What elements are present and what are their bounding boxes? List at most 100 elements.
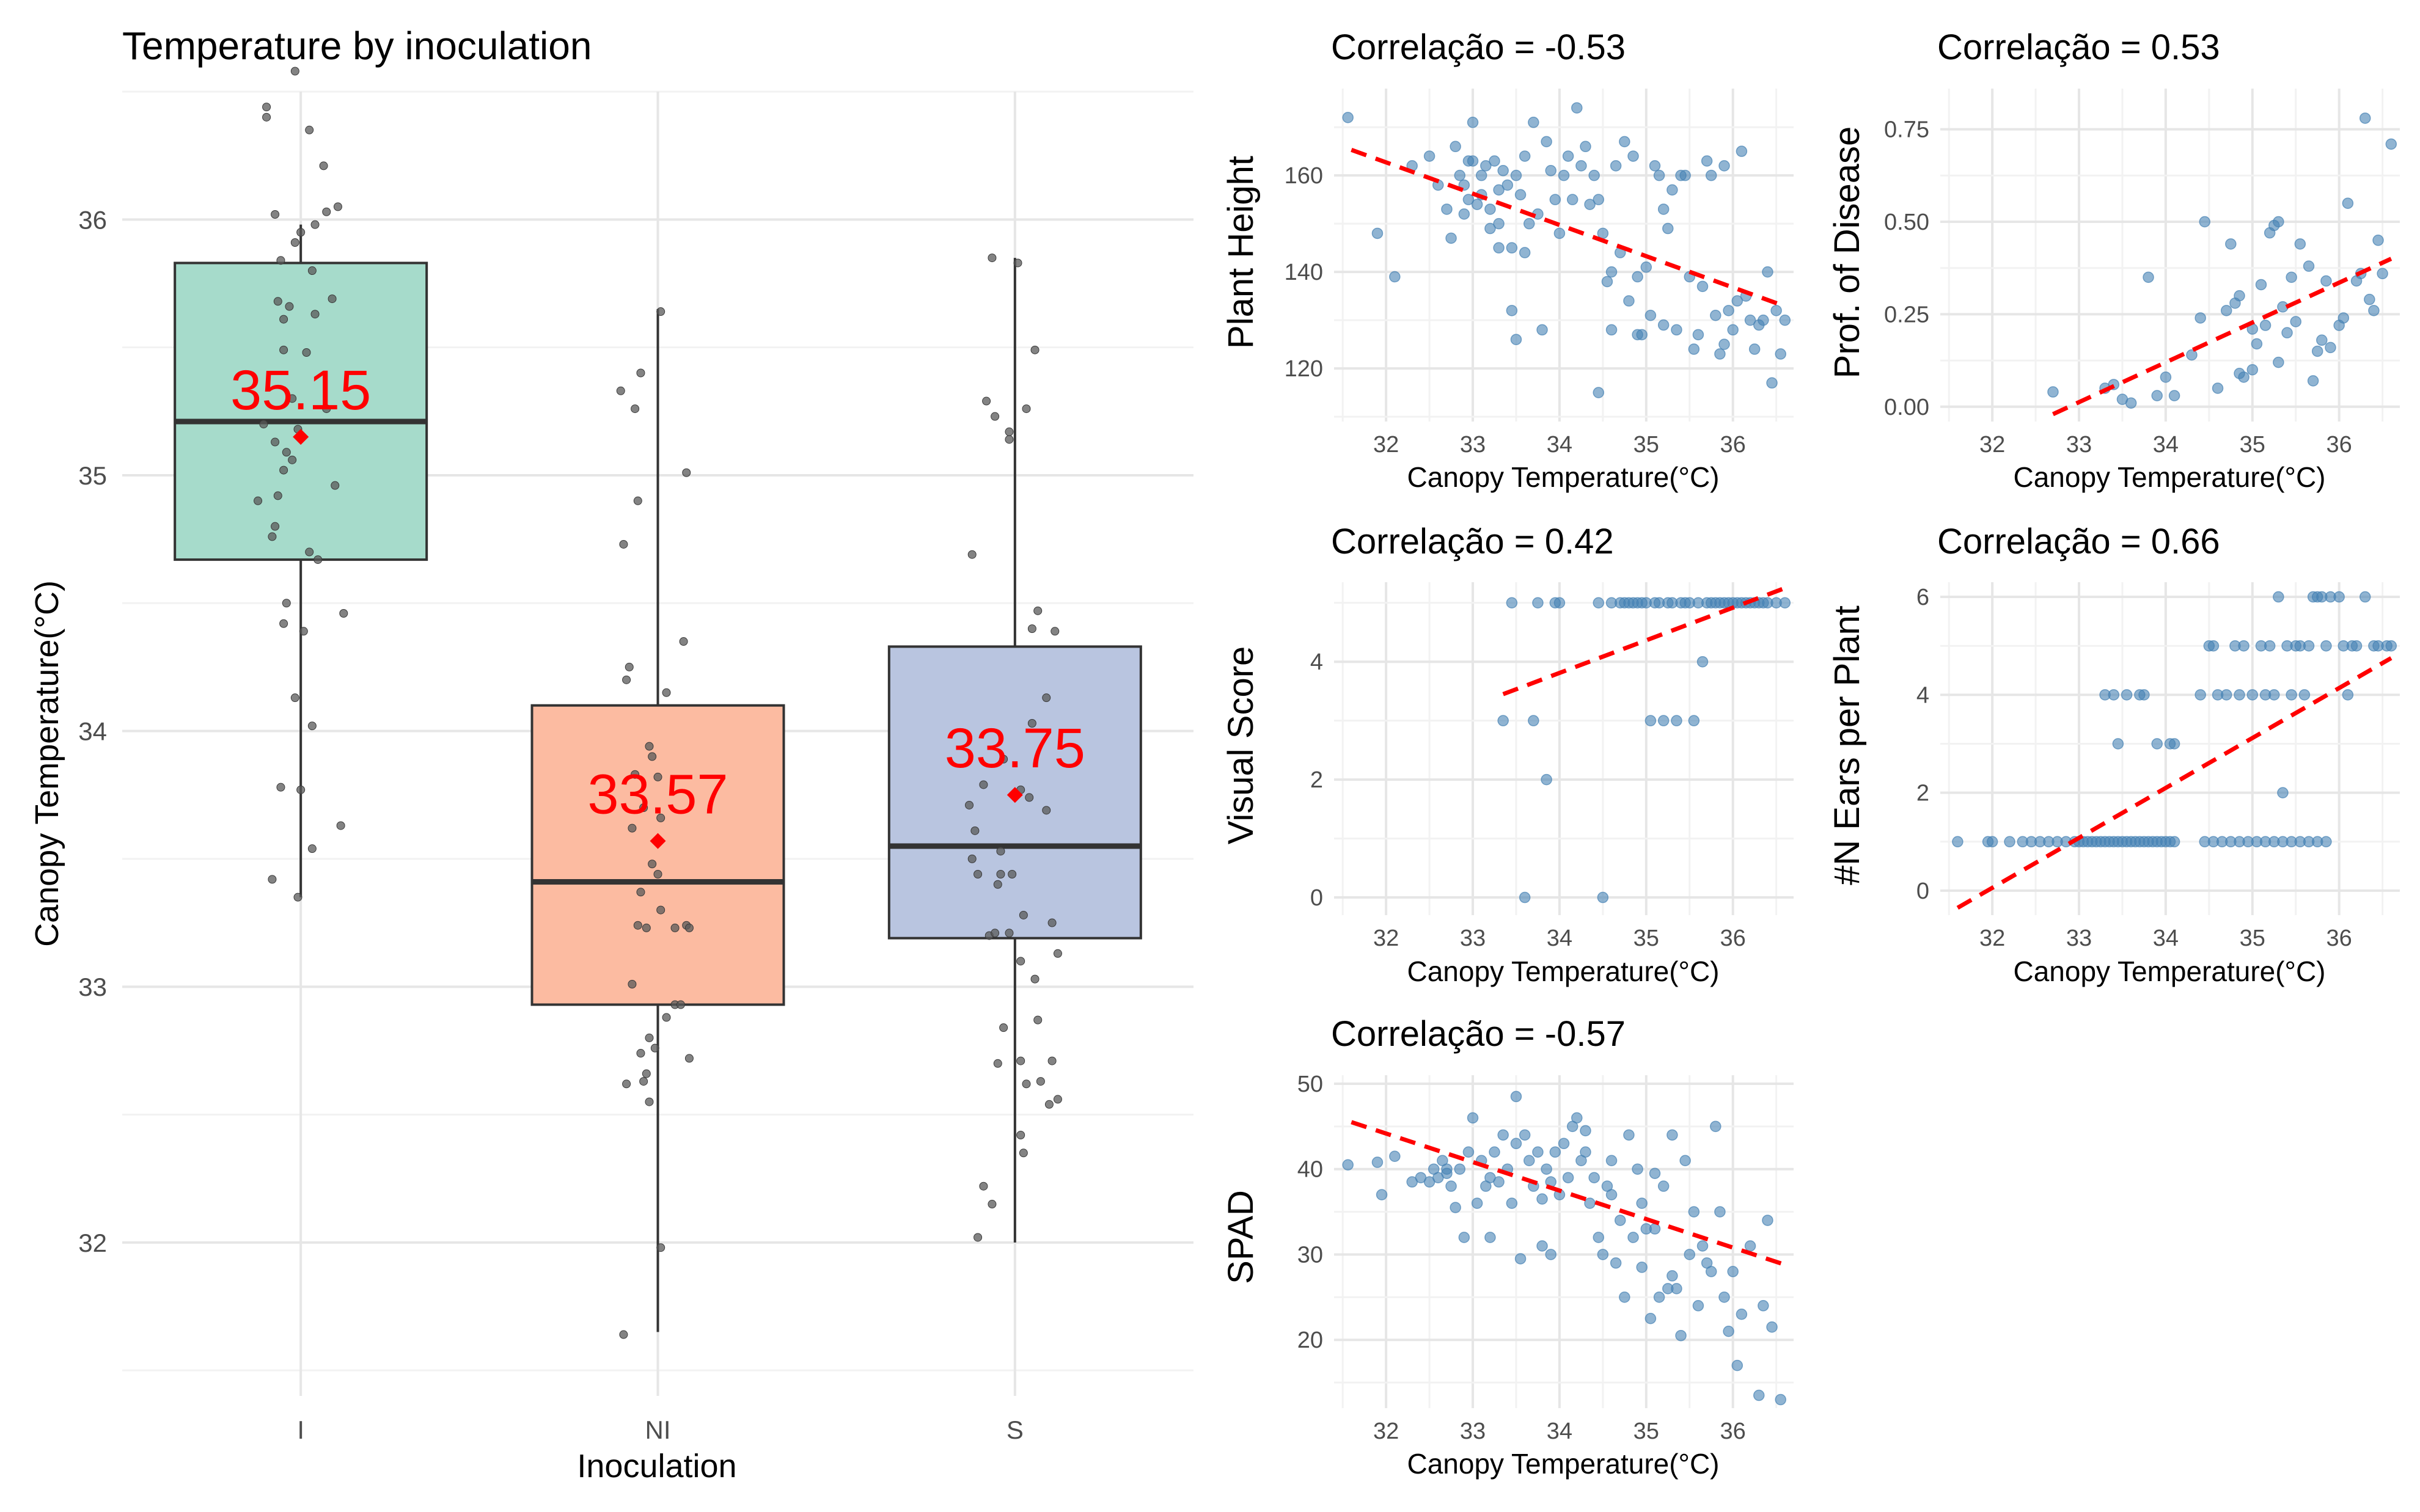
y-tick-label: 34	[78, 717, 107, 746]
data-point	[1549, 1146, 1561, 1158]
data-point	[625, 662, 634, 671]
data-point	[1692, 329, 1704, 341]
data-point	[1657, 319, 1670, 331]
data-point	[633, 921, 642, 930]
data-point	[1597, 891, 1609, 904]
data-point	[1510, 1090, 1522, 1103]
data-point	[974, 870, 983, 878]
data-point	[1541, 1163, 1552, 1175]
data-point	[1008, 870, 1017, 878]
data-point	[2281, 327, 2293, 338]
data-point	[1541, 773, 1552, 786]
scatter-fit-line	[1956, 656, 2392, 910]
data-point	[1744, 314, 1756, 326]
data-point	[979, 1181, 988, 1191]
data-point	[2368, 305, 2380, 316]
data-point	[1376, 1189, 1388, 1200]
data-point	[988, 254, 997, 263]
data-point	[299, 627, 308, 636]
data-point	[1562, 1172, 1574, 1183]
data-point	[1523, 1155, 1535, 1166]
data-point	[1541, 136, 1552, 148]
data-point	[670, 923, 680, 932]
data-point	[276, 256, 285, 265]
scatter-points	[1952, 591, 2397, 848]
data-point	[2194, 689, 2206, 701]
data-point	[2246, 363, 2259, 376]
data-point	[1731, 295, 1744, 307]
data-point	[288, 455, 297, 464]
data-point	[639, 803, 648, 813]
scatter-ticks: 32 33 34 35 36 20 30 40 50	[1297, 1072, 1746, 1444]
data-point	[622, 1079, 631, 1089]
x-tick-label: 34	[1547, 1419, 1572, 1444]
data-point	[1532, 1146, 1544, 1158]
data-point	[2234, 689, 2245, 701]
scatter-spad: Correlação = -0.57 32 33 34 35 36 20 30 40 50 Ca…	[1221, 1014, 1794, 1480]
scatter-grid	[1334, 582, 1794, 915]
data-point	[1454, 1163, 1465, 1175]
data-point	[307, 266, 317, 276]
data-point	[1632, 271, 1643, 283]
data-point	[1506, 305, 1518, 316]
data-point	[1458, 208, 1470, 220]
data-point	[1588, 1172, 1600, 1183]
data-point	[1649, 160, 1661, 172]
data-point	[993, 1059, 1002, 1068]
x-tick-label: 34	[2153, 926, 2179, 951]
y-tick-label: 0.75	[1884, 117, 1929, 143]
data-point	[1510, 169, 1522, 181]
x-tick-label: 36	[2326, 432, 2352, 458]
y-tick-label: 0	[1310, 885, 1323, 911]
data-point	[2194, 312, 2206, 324]
data-point	[1514, 1253, 1527, 1265]
x-tick-label: 33	[1460, 926, 1486, 951]
data-point	[1696, 1240, 1709, 1252]
data-point	[1562, 150, 1574, 162]
data-point	[1493, 1176, 1505, 1188]
data-point	[967, 854, 977, 863]
data-point	[622, 675, 631, 684]
mean-label: 33.57	[587, 764, 728, 826]
x-tick-label: 36	[2326, 926, 2352, 951]
data-point	[2212, 382, 2224, 394]
data-point	[970, 826, 980, 835]
data-point	[1766, 1321, 1778, 1333]
data-point	[1580, 141, 1591, 153]
data-point	[1016, 1131, 1025, 1139]
data-point	[1640, 261, 1652, 273]
data-point	[2333, 591, 2345, 603]
y-tick-label: 40	[1297, 1157, 1323, 1183]
data-point	[2251, 338, 2263, 350]
data-point	[2320, 836, 2332, 848]
data-point	[1042, 806, 1051, 815]
x-tick-label: 36	[1720, 926, 1746, 951]
data-point	[1016, 957, 1025, 966]
data-point	[1645, 309, 1657, 321]
data-point	[619, 539, 628, 549]
x-tick-label: 33	[1460, 432, 1486, 458]
y-tick-label: 120	[1285, 356, 1323, 382]
x-tick-label: 32	[1373, 432, 1399, 458]
x-tick-label: 33	[2066, 432, 2092, 458]
data-point	[648, 752, 657, 761]
data-point	[1053, 1095, 1062, 1104]
data-point	[1519, 150, 1531, 162]
data-point	[1605, 266, 1618, 278]
data-point	[1536, 1240, 1548, 1252]
trend-line	[2052, 257, 2392, 417]
data-point	[1441, 203, 1453, 215]
scatter-x-label: Canopy Temperature(°C)	[1407, 461, 1720, 493]
data-point	[1484, 222, 1496, 235]
data-point	[1528, 117, 1539, 128]
data-point	[1558, 1138, 1570, 1150]
data-point	[1536, 324, 1548, 336]
scatter-y-label: #N Ears per Plant	[1827, 605, 1867, 885]
data-point	[2268, 689, 2280, 701]
x-tick-label: I	[297, 1415, 304, 1444]
data-point	[2047, 386, 2059, 398]
data-point	[1636, 1262, 1648, 1273]
data-point	[2186, 349, 2198, 361]
data-point	[2290, 316, 2301, 327]
data-point	[645, 742, 654, 751]
